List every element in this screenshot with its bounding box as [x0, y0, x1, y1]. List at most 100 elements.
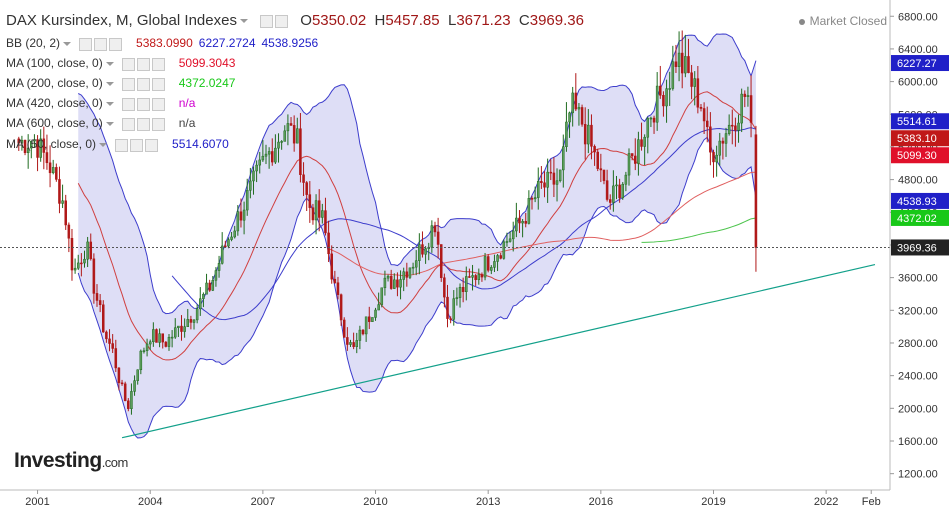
indicator-label[interactable]: MA (200, close, 0) — [6, 76, 103, 90]
candle-body — [468, 276, 471, 278]
candle-body — [652, 117, 656, 123]
candle-body — [655, 85, 659, 123]
eye-icon[interactable] — [121, 97, 135, 111]
ma200-line — [641, 217, 757, 243]
chart-title[interactable]: DAX Kursindex, M, Global Indexes — [6, 12, 237, 29]
chevron-down-icon[interactable] — [105, 61, 114, 66]
candle-body — [546, 171, 549, 188]
candle-body — [352, 342, 355, 347]
chevron-down-icon[interactable] — [105, 121, 114, 126]
candle-body — [452, 298, 456, 320]
indicator-row[interactable]: BB (20, 2) 5383.0990 6227.2724 4538.9256 — [6, 36, 318, 51]
candle-body — [583, 124, 587, 145]
gear-icon[interactable] — [130, 138, 144, 152]
header-tools[interactable] — [260, 13, 290, 30]
gear-icon[interactable] — [94, 37, 108, 51]
candle-body — [64, 200, 67, 226]
candle-body — [89, 241, 93, 260]
candle-body — [358, 329, 362, 341]
candle-body — [139, 350, 143, 371]
candle-body — [436, 231, 440, 245]
eye-icon[interactable] — [121, 57, 135, 71]
candle-body — [615, 184, 618, 187]
eye-icon[interactable] — [115, 138, 129, 152]
eye-icon[interactable] — [121, 77, 135, 91]
close-icon[interactable] — [151, 77, 165, 91]
indicator-tools[interactable] — [79, 37, 124, 51]
candle-body — [446, 296, 449, 319]
candle-body — [637, 139, 640, 164]
candle-body — [640, 139, 643, 147]
indicator-tools[interactable] — [121, 57, 167, 71]
chevron-down-icon[interactable] — [99, 142, 108, 147]
candle-body — [249, 180, 252, 191]
indicator-row[interactable]: MA (600, close, 0) n/a — [6, 116, 195, 131]
candle-body — [349, 342, 352, 345]
gear-icon[interactable] — [136, 57, 150, 71]
gear-icon[interactable] — [136, 97, 150, 111]
candle-body — [55, 167, 58, 180]
candle-body — [630, 153, 634, 157]
candle-body — [599, 168, 603, 171]
bollinger-bands — [77, 33, 757, 439]
y-tick-label: 1600.00 — [898, 436, 938, 448]
candle-body — [161, 333, 164, 343]
candle-body — [721, 140, 725, 144]
indicator-row[interactable]: MA (200, close, 0) 4372.0247 — [6, 76, 235, 91]
candle-body — [587, 124, 590, 145]
gear-icon[interactable] — [136, 117, 150, 131]
candle-body — [327, 232, 330, 255]
price-label-bg — [891, 209, 949, 226]
market-status: Market Closed — [798, 14, 887, 28]
indicator-row[interactable]: MA (100, close, 0) 5099.3043 — [6, 56, 235, 71]
candle-body — [493, 261, 496, 268]
bb-middle-line — [77, 91, 757, 361]
candle-body — [145, 343, 149, 351]
indicator-tools[interactable] — [115, 138, 160, 152]
x-tick-label: 2022 — [814, 496, 838, 508]
indicator-label[interactable]: MA (420, close, 0) — [6, 96, 103, 110]
close-icon[interactable] — [109, 37, 123, 51]
candle-body — [486, 256, 490, 271]
indicator-label[interactable]: MA (600, close, 0) — [6, 116, 103, 130]
eye-icon[interactable] — [79, 37, 93, 51]
candle-body — [114, 348, 118, 369]
chevron-down-icon[interactable] — [239, 19, 248, 24]
candle-body — [155, 329, 158, 343]
chevron-down-icon[interactable] — [105, 81, 114, 86]
candle-body — [286, 123, 290, 132]
indicator-tools[interactable] — [121, 117, 167, 131]
indicator-row[interactable]: MA (420, close, 0) n/a — [6, 96, 195, 111]
candle-body — [76, 262, 80, 269]
indicator-tools[interactable] — [121, 97, 167, 111]
candle-body — [621, 183, 625, 199]
close-icon[interactable] — [151, 117, 165, 131]
indicator-label[interactable]: MA (100, close, 0) — [6, 56, 103, 70]
indicator-row[interactable]: MA (50, close, 0) 5514.6070 — [6, 137, 229, 152]
candle-body — [48, 162, 52, 174]
indicator-label[interactable]: MA (50, close, 0) — [6, 137, 97, 151]
candle-body — [308, 194, 312, 208]
close-icon[interactable] — [145, 138, 159, 152]
chevron-down-icon[interactable] — [63, 41, 72, 46]
candle-body — [680, 52, 684, 74]
candle-body — [70, 238, 74, 271]
eye-icon[interactable] — [260, 15, 274, 29]
candle-body — [555, 180, 559, 185]
gear-icon[interactable] — [136, 77, 150, 91]
chevron-down-icon[interactable] — [105, 101, 114, 106]
y-tick-label: 1200.00 — [898, 469, 938, 481]
indicator-tools[interactable] — [121, 77, 167, 91]
eye-icon[interactable] — [121, 117, 135, 131]
candle-body — [111, 343, 114, 349]
gear-icon[interactable] — [275, 15, 289, 29]
candle-body — [505, 241, 509, 243]
candle-body — [39, 138, 42, 158]
close-icon[interactable] — [151, 97, 165, 111]
candle-body — [518, 217, 521, 224]
candle-body — [258, 159, 262, 166]
indicator-label[interactable]: BB (20, 2) — [6, 36, 61, 50]
x-tick-label: 2016 — [589, 496, 613, 508]
close-icon[interactable] — [151, 57, 165, 71]
